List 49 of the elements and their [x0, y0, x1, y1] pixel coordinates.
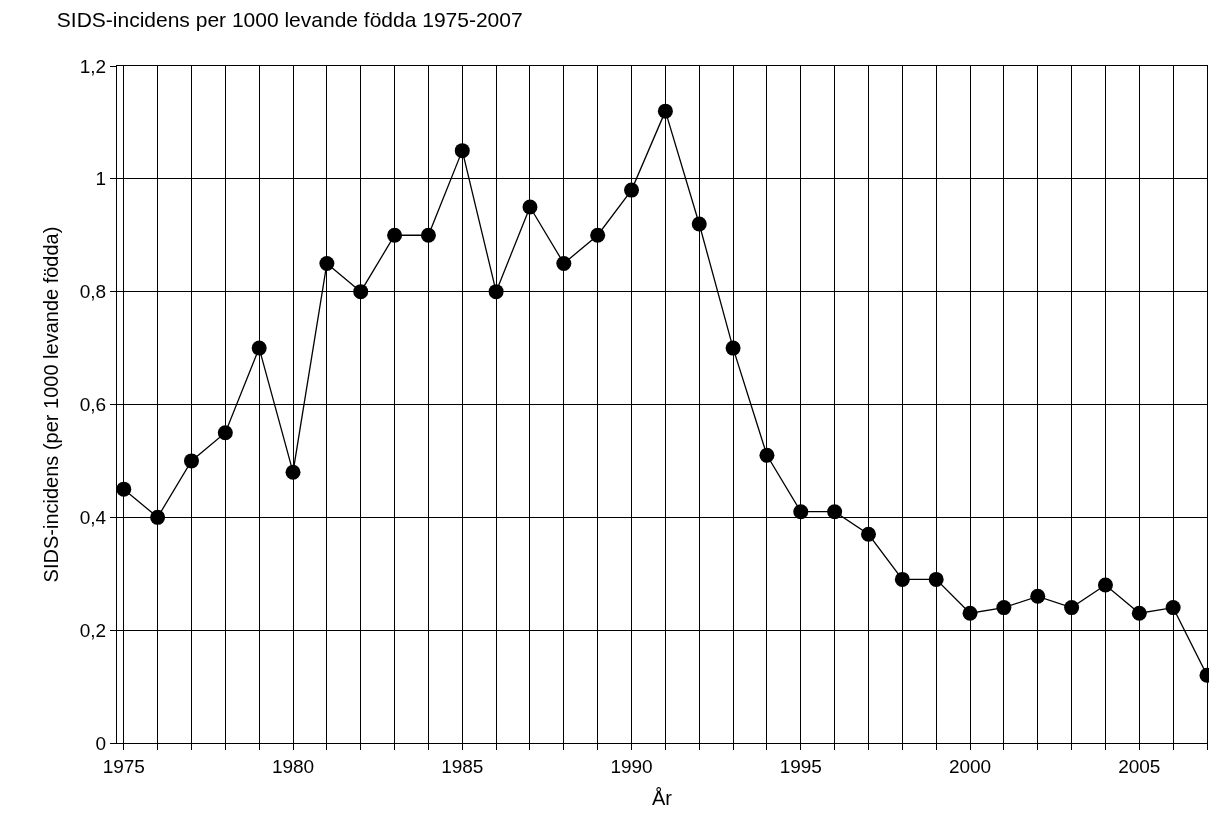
- point: [624, 182, 640, 198]
- point: [319, 255, 335, 271]
- y-tick-label: 0,2: [79, 619, 107, 641]
- point: [116, 481, 132, 497]
- y-tick-label: 0: [95, 732, 107, 754]
- x-tick-label: 2005: [1118, 755, 1161, 777]
- x-axis-title: År: [652, 787, 673, 810]
- point: [150, 509, 166, 525]
- point: [894, 571, 910, 587]
- point: [962, 605, 978, 621]
- point: [793, 504, 809, 520]
- x-tick-label: 1975: [102, 755, 145, 777]
- point: [454, 143, 470, 159]
- point: [285, 464, 301, 480]
- point: [387, 227, 403, 243]
- y-tick-label: 1,2: [79, 55, 107, 77]
- point: [861, 526, 876, 542]
- x-tick-label: 1980: [271, 755, 315, 777]
- x-tick-label: 1990: [610, 755, 653, 777]
- y-tick-label: 0,6: [79, 394, 107, 416]
- point: [183, 453, 199, 469]
- point: [1097, 577, 1113, 593]
- point: [488, 284, 504, 300]
- chart-title: SIDS-incidens per 1000 levande födda 1975-2007: [56, 8, 523, 32]
- y-tick-label: 0,8: [79, 281, 107, 303]
- point: [827, 504, 843, 520]
- point: [1131, 605, 1147, 621]
- point: [725, 340, 741, 356]
- point: [1165, 600, 1181, 616]
- point: [657, 103, 673, 119]
- point: [353, 284, 369, 300]
- point: [691, 216, 707, 232]
- point: [217, 425, 233, 441]
- x-tick-label: 1995: [779, 755, 822, 777]
- point: [420, 227, 436, 243]
- point: [1064, 600, 1080, 616]
- point: [590, 227, 606, 243]
- point: [556, 255, 572, 271]
- point: [996, 600, 1012, 616]
- x-tick-label: 2000: [948, 755, 992, 777]
- point: [928, 571, 944, 587]
- point: [251, 340, 267, 356]
- y-tick-label: 1: [95, 168, 107, 190]
- point: [1030, 588, 1046, 604]
- y-axis-title: SIDS-incidens (per 1000 levande födda): [40, 226, 63, 583]
- point: [759, 447, 775, 463]
- x-tick-label: 1985: [441, 755, 484, 777]
- point: [522, 199, 538, 215]
- y-tick-label: 0,4: [79, 506, 107, 528]
